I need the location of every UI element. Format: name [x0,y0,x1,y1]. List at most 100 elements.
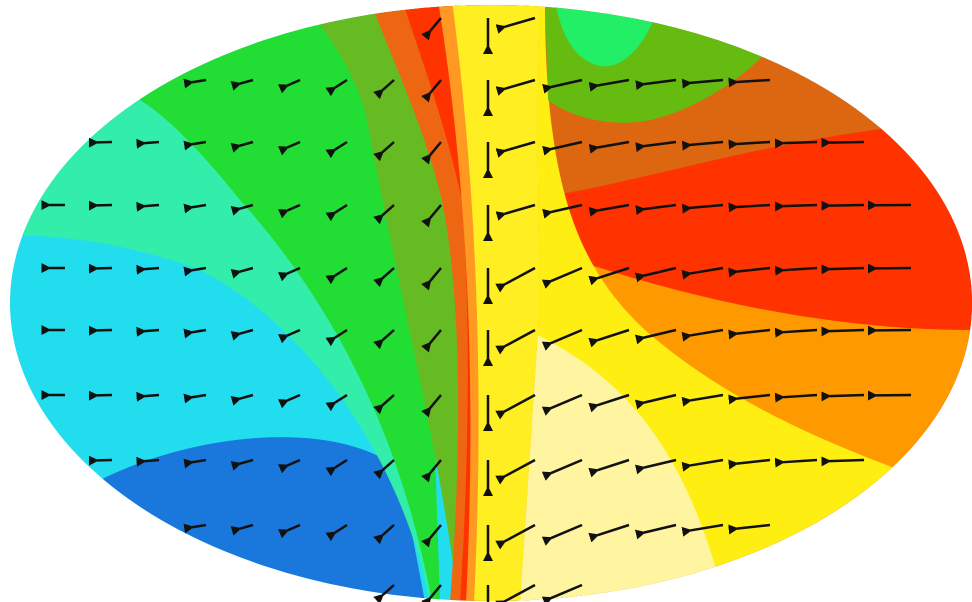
vector-arrow [495,266,536,293]
vector-arrow [277,140,301,156]
vector-arrow [728,266,771,278]
vector-arrow [325,140,348,159]
vector-arrow [681,393,724,407]
vector-arrow [681,458,724,472]
vector-arrow [421,79,442,103]
vector-arrow [277,203,301,219]
vector-arrow [183,140,207,151]
vector-arrow [495,523,536,550]
vector-arrow [421,204,442,228]
vector-arrow [541,523,583,546]
vector-arrow [774,392,818,403]
vector-arrow [230,203,254,216]
vector-arrow [373,204,395,225]
vector-arrow [541,458,583,481]
vector-arrow [774,138,818,149]
vector-arrow [821,264,865,275]
vector-arrow [495,16,536,34]
vector-arrow [230,266,254,279]
vector-arrow [588,523,630,543]
vector-arrow [277,78,301,94]
vector-arrow [495,583,536,602]
vector-arrow [277,523,301,539]
vector-arrow [681,523,724,537]
vector-arrow [230,78,254,91]
vector-arrow [728,458,771,470]
vector-arrow [421,394,442,418]
vector-arrow [681,78,724,89]
vector-arrow [495,458,536,485]
region-pale-yellow [480,320,725,601]
vector-arrow [230,523,254,536]
vector-arrow [325,458,348,477]
vector-arrow [230,140,254,153]
vector-arrow [277,393,301,409]
vector-arrow [541,328,583,351]
vector-arrow [588,140,630,154]
vector-arrow [774,265,818,276]
vector-arrow [681,328,724,342]
vector-arrow [421,459,442,483]
vector-arrow [542,78,583,94]
vector-arrow [588,266,630,286]
vector-arrow [495,393,536,420]
vector-arrow [542,203,583,219]
region-green [140,5,440,601]
vector-arrow [588,78,630,92]
vector-arrow [421,17,442,41]
vector-arrow [588,203,630,217]
vector-arrow [728,77,771,88]
vector-arrow [183,523,207,534]
vector-arrow [542,140,583,156]
vector-arrow [325,266,348,285]
vector-arrow [821,391,865,402]
vector-arrow [183,328,207,339]
region-yellow-column [452,5,540,601]
vector-arrow [373,394,395,415]
vector-arrow [634,393,677,410]
region-olive [300,5,470,601]
vector-arrow [495,203,536,221]
vector-arrow [325,328,348,347]
vector-arrow [230,393,254,406]
vector-arrow [821,137,865,148]
vector-arrow [373,79,395,100]
vector-arrow [136,264,160,275]
vector-arrow [821,200,865,211]
vector-arrow [588,458,630,478]
vector-arrow [421,267,442,291]
vector-arrow [774,201,818,212]
vector-arrow [634,266,677,283]
vector-arrow [728,202,771,213]
vector-arrow [495,328,536,355]
vector-arrow [421,329,442,353]
vector-arrow [821,326,865,337]
vector-arrow [230,458,254,471]
vector-arrow [588,328,630,348]
vector-arrow [635,78,677,91]
vector-arrow [325,523,348,542]
vector-arrow [136,391,160,402]
vector-arrow [728,393,771,405]
vector-arrow [774,327,818,338]
vector-arrow [183,203,207,214]
vector-arrow [183,393,207,404]
vector-arrow [495,78,536,96]
vector-arrow [634,458,677,475]
vector-arrow [588,393,630,413]
vector-arrow [421,141,442,165]
vector-arrow [277,328,301,344]
vector-arrow [230,328,254,341]
vector-arrow [136,326,160,337]
vector-arrow [373,267,395,288]
vector-arrow [373,459,395,480]
vector-arrow [681,140,724,151]
vector-arrow [541,393,583,416]
vector-arrow [635,203,677,216]
vector-arrow [541,266,583,289]
vector-arrow [421,524,442,548]
vector-arrow [728,139,771,150]
vector-arrow [495,140,536,158]
vector-arrow [373,584,395,602]
